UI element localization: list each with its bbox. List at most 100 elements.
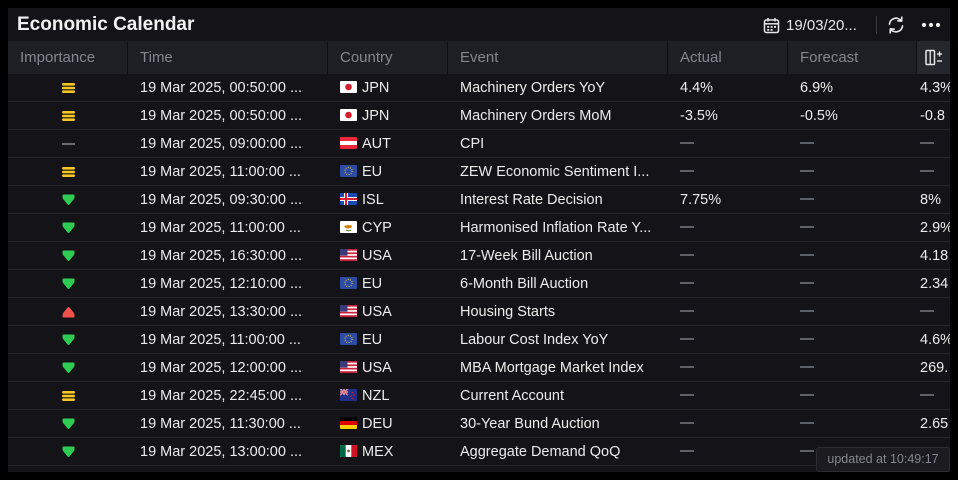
time-cell: 19 Mar 2025, 11:00:00 ... (140, 164, 301, 180)
column-header-event[interactable]: Event (448, 41, 668, 74)
flag-jpn-icon (340, 108, 357, 121)
empty-dash (680, 338, 694, 340)
add-column-icon (924, 49, 942, 66)
country-cell: EU (340, 158, 450, 185)
table-row[interactable]: 19 Mar 2025, 09:00:00 ... AUT CPI (8, 130, 950, 158)
time-cell: 19 Mar 2025, 12:00:00 ... (140, 360, 303, 376)
previous-cell: 2.65 (920, 416, 949, 432)
previous-cell: 2.34 (920, 276, 949, 292)
time-cell: 19 Mar 2025, 11:00:00 ... (140, 220, 301, 236)
actual-cell: -3.5% (680, 108, 718, 124)
empty-dash (800, 338, 814, 340)
country-code: USA (362, 248, 392, 264)
column-header-forecast[interactable]: Forecast (788, 41, 917, 74)
flag-isl-icon (340, 192, 357, 205)
country-code: DEU (362, 416, 393, 432)
actual-cell-empty (680, 354, 790, 381)
table-row[interactable]: 19 Mar 2025, 11:00:00 ... EU ZEW Economic … (8, 158, 950, 186)
country-code: ISL (362, 192, 384, 208)
actual-cell-empty (680, 270, 790, 297)
previous-cell: 4.6% (920, 332, 950, 348)
empty-dash (680, 282, 694, 284)
empty-dash (680, 226, 694, 228)
table-row[interactable]: 19 Mar 2025, 16:30:00 ... USA 17-Week Bill… (8, 242, 950, 270)
event-cell: Harmonised Inflation Rate Y... (460, 220, 652, 236)
time-cell: 19 Mar 2025, 13:30:00 ... (140, 304, 303, 320)
country-cell: NZL (340, 382, 450, 409)
refresh-icon[interactable] (885, 14, 907, 36)
importance-high-positive-icon (62, 334, 75, 346)
country-code: NZL (362, 388, 390, 404)
flag-jpn-icon (340, 80, 357, 93)
country-code: MEX (362, 444, 394, 460)
forecast-cell-empty (800, 130, 910, 157)
date-picker-button[interactable]: 19/03/20... (763, 15, 857, 35)
importance-high-positive-icon (62, 194, 75, 206)
empty-dash (680, 310, 694, 312)
time-cell: 19 Mar 2025, 09:00:00 ... (140, 136, 303, 152)
header-divider (876, 16, 877, 34)
country-cell: AUT (340, 130, 450, 157)
event-cell: MBA Mortgage Market Index (460, 360, 644, 376)
country-code: USA (362, 304, 392, 320)
country-code: JPN (362, 108, 390, 124)
importance-high-positive-icon (62, 278, 75, 290)
country-cell: EU (340, 326, 450, 353)
actual-cell-empty (680, 158, 790, 185)
country-cell: USA (340, 354, 450, 381)
table-row[interactable]: 19 Mar 2025, 13:30:00 ... USA Housing Star… (8, 298, 950, 326)
actual-cell-empty (680, 382, 790, 409)
column-header-country[interactable]: Country (328, 41, 448, 74)
flag-usa-icon (340, 360, 357, 373)
table-row[interactable]: 19 Mar 2025, 12:10:00 ... EU 6-Month Bill … (8, 270, 950, 298)
table-row[interactable]: 19 Mar 2025, 22:45:00 ... NZL Current Acco… (8, 382, 950, 410)
more-options-icon[interactable] (920, 14, 942, 36)
forecast-cell-empty (800, 186, 910, 213)
column-header-importance[interactable]: Importance (8, 41, 128, 74)
table-row[interactable]: 19 Mar 2025, 11:30:00 ... DEU 30-Year Bund… (8, 410, 950, 438)
date-label: 19/03/20... (786, 16, 857, 34)
column-settings-button[interactable] (917, 41, 950, 74)
event-cell: Aggregate Demand QoQ (460, 444, 621, 460)
country-cell: DEU (340, 410, 450, 437)
empty-dash (800, 198, 814, 200)
empty-dash (920, 170, 934, 172)
empty-dash (920, 142, 934, 144)
country-code: EU (362, 332, 383, 348)
table-row[interactable]: 19 Mar 2025, 09:30:00 ... ISL Interest Rat… (8, 186, 950, 214)
country-cell: JPN (340, 74, 450, 101)
actual-cell-empty (680, 242, 790, 269)
column-header-actual[interactable]: Actual (668, 41, 788, 74)
flag-eu-icon (340, 164, 357, 177)
column-header-time[interactable]: Time (128, 41, 328, 74)
forecast-cell: 6.9% (800, 80, 834, 96)
flag-eu-icon (340, 276, 357, 289)
table-row[interactable]: 19 Mar 2025, 13:00:00 ... MEX Aggregate De… (8, 438, 950, 466)
previous-cell-empty (920, 130, 950, 157)
empty-dash (800, 366, 814, 368)
forecast-cell-empty (800, 438, 910, 465)
country-cell: JPN (340, 102, 450, 129)
empty-dash (800, 450, 814, 452)
previous-cell: 4.3% (920, 80, 950, 96)
table-row[interactable]: 19 Mar 2025, 11:00:00 ... CYP Harmonised I… (8, 214, 950, 242)
importance-high-positive-icon (62, 362, 75, 374)
table-row[interactable]: 19 Mar 2025, 11:00:00 ... EU Labour Cost I… (8, 326, 950, 354)
empty-dash (680, 366, 694, 368)
table-row[interactable]: 19 Mar 2025, 00:50:00 ... JPN Machinery Or… (8, 74, 950, 102)
updated-timestamp: updated at 10:49:17 (816, 447, 950, 472)
empty-dash (800, 226, 814, 228)
flag-mex-icon (340, 444, 357, 457)
forecast-cell-empty (800, 214, 910, 241)
table-row[interactable]: 19 Mar 2025, 00:50:00 ... JPN Machinery Or… (8, 102, 950, 130)
table-row[interactable]: 19 Mar 2025, 12:00:00 ... USA MBA Mortgage… (8, 354, 950, 382)
importance-medium-icon (62, 83, 75, 93)
empty-dash (800, 422, 814, 424)
event-cell: Machinery Orders YoY (460, 80, 606, 96)
forecast-cell-empty (800, 298, 910, 325)
event-cell: Housing Starts (460, 304, 556, 320)
importance-high-negative-icon (62, 306, 75, 318)
event-cell: Labour Cost Index YoY (460, 332, 609, 348)
country-code: AUT (362, 136, 391, 152)
empty-dash (680, 142, 694, 144)
